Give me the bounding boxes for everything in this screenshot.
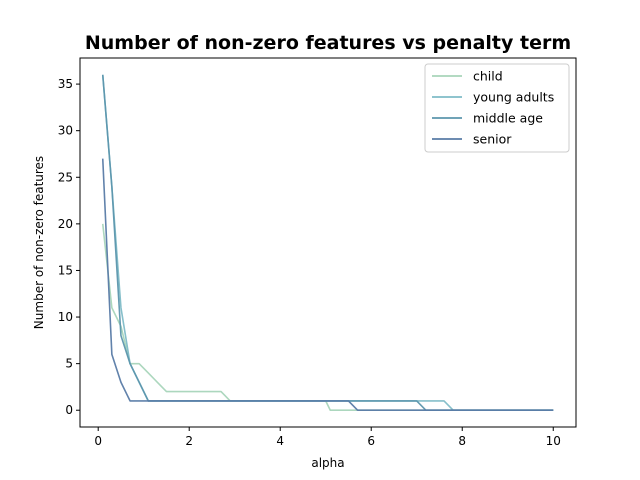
legend-label-middle-age: middle age [473, 111, 543, 126]
x-tick-label: 10 [546, 434, 561, 448]
y-tick-label: 0 [65, 403, 73, 417]
axes-layer [79, 57, 577, 428]
legend-box [424, 63, 570, 153]
legend: child young adults middle age senior [424, 63, 570, 153]
x-ticks: 0 2 4 6 8 10 [94, 427, 561, 448]
y-tick-label: 25 [58, 170, 73, 184]
legend-label-senior: senior [473, 132, 512, 147]
chart-title: Number of non-zero features vs penalty t… [85, 32, 571, 54]
series-layer [101, 74, 554, 412]
plot-frame [79, 57, 577, 428]
legend-label-child: child [473, 69, 503, 84]
x-axis-label: alpha [311, 456, 344, 470]
y-tick-label: 35 [58, 77, 73, 91]
series-line-senior [101, 158, 554, 412]
y-tick-label: 15 [58, 263, 73, 277]
legend-label-young-adults: young adults [473, 90, 554, 105]
x-tick-label: 2 [185, 434, 193, 448]
y-tick-label: 30 [58, 124, 73, 138]
y-tick-label: 10 [58, 310, 73, 324]
y-ticks: 0 5 10 15 20 25 30 35 [58, 77, 80, 417]
y-tick-label: 5 [65, 357, 73, 371]
x-tick-label: 4 [276, 434, 284, 448]
x-tick-label: 8 [458, 434, 466, 448]
x-tick-label: 6 [367, 434, 375, 448]
y-tick-label: 20 [58, 217, 73, 231]
y-axis-label: Number of non-zero features [32, 156, 46, 329]
x-tick-label: 0 [94, 434, 102, 448]
